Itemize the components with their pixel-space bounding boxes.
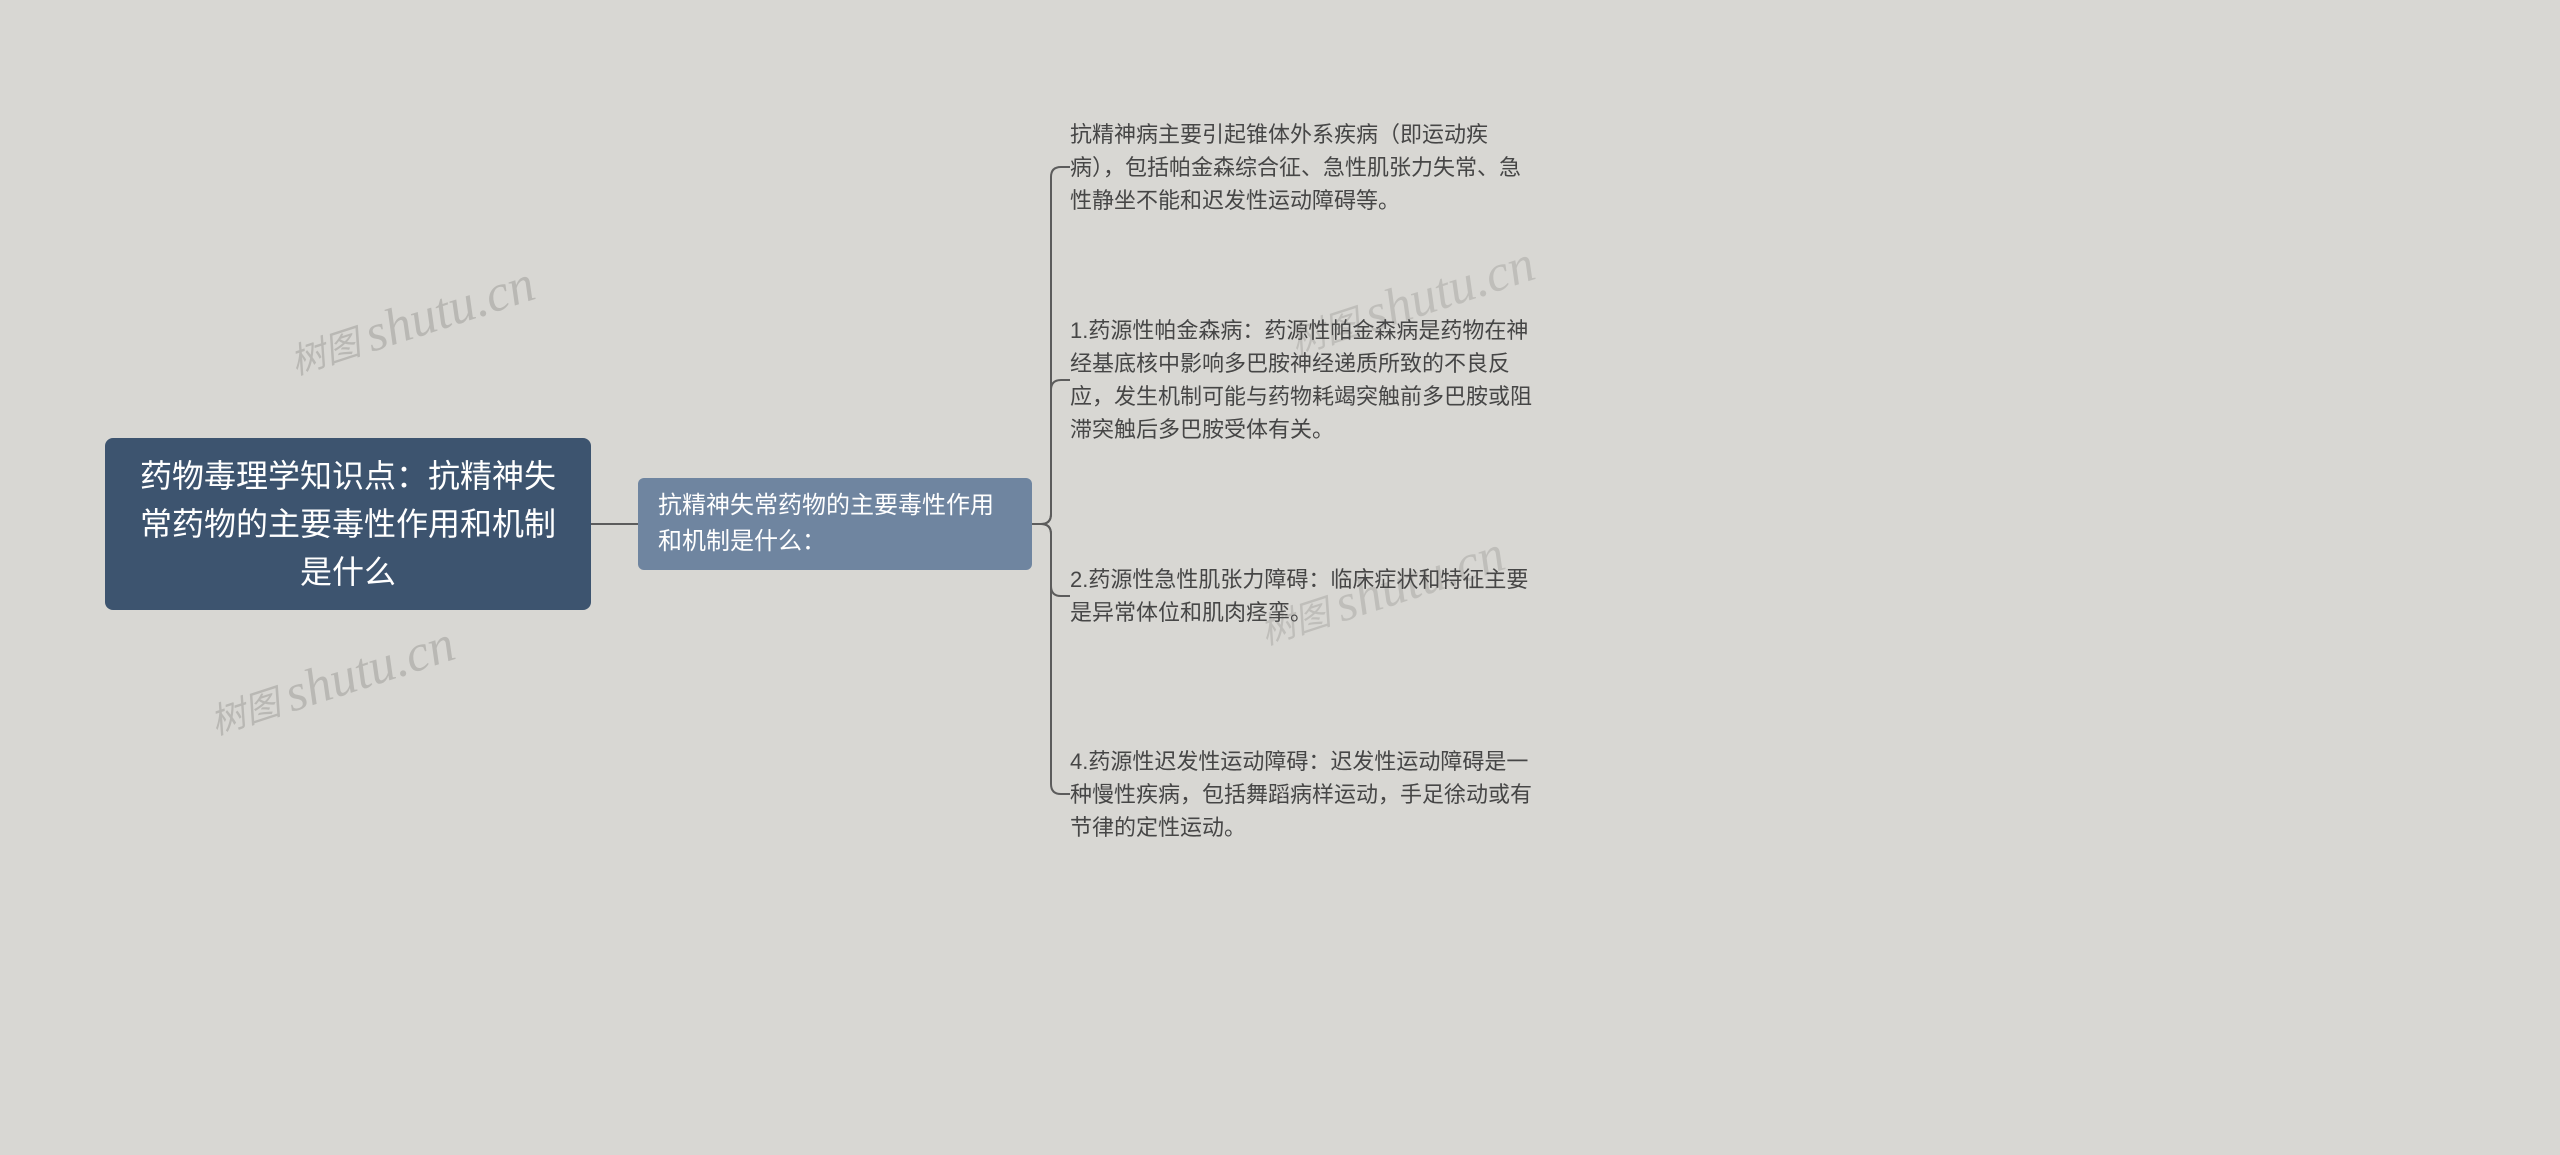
- branch-node[interactable]: 抗精神失常药物的主要毒性作用和机制是什么：: [638, 478, 1032, 570]
- root-node[interactable]: 药物毒理学知识点：抗精神失常药物的主要毒性作用和机制是什么: [105, 438, 591, 610]
- leaf-node-text: 4.药源性迟发性运动障碍：迟发性运动障碍是一种慢性疾病，包括舞蹈病样运动，手足徐…: [1070, 745, 1532, 844]
- watermark: 树图 shutu.cn: [202, 614, 462, 749]
- root-node-text: 药物毒理学知识点：抗精神失常药物的主要毒性作用和机制是什么: [133, 452, 563, 596]
- leaf-node-text: 抗精神病主要引起锥体外系疾病（即运动疾病），包括帕金森综合征、急性肌张力失常、急…: [1070, 118, 1532, 217]
- mindmap-canvas: 树图 shutu.cn树图 shutu.cn树图 shutu.cn树图 shut…: [0, 0, 2560, 1155]
- leaf-node[interactable]: 2.药源性急性肌张力障碍：临床症状和特征主要是异常体位和肌肉痉挛。: [1070, 560, 1532, 632]
- leaf-node[interactable]: 抗精神病主要引起锥体外系疾病（即运动疾病），包括帕金森综合征、急性肌张力失常、急…: [1070, 115, 1532, 219]
- watermark: 树图 shutu.cn: [282, 254, 542, 389]
- leaf-node-text: 1.药源性帕金森病：药源性帕金森病是药物在神经基底核中影响多巴胺神经递质所致的不…: [1070, 314, 1532, 446]
- leaf-node[interactable]: 4.药源性迟发性运动障碍：迟发性运动障碍是一种慢性疾病，包括舞蹈病样运动，手足徐…: [1070, 742, 1532, 846]
- leaf-node-text: 2.药源性急性肌张力障碍：临床症状和特征主要是异常体位和肌肉痉挛。: [1070, 563, 1532, 629]
- leaf-node[interactable]: 1.药源性帕金森病：药源性帕金森病是药物在神经基底核中影响多巴胺神经递质所致的不…: [1070, 312, 1532, 448]
- branch-node-text: 抗精神失常药物的主要毒性作用和机制是什么：: [658, 488, 1012, 560]
